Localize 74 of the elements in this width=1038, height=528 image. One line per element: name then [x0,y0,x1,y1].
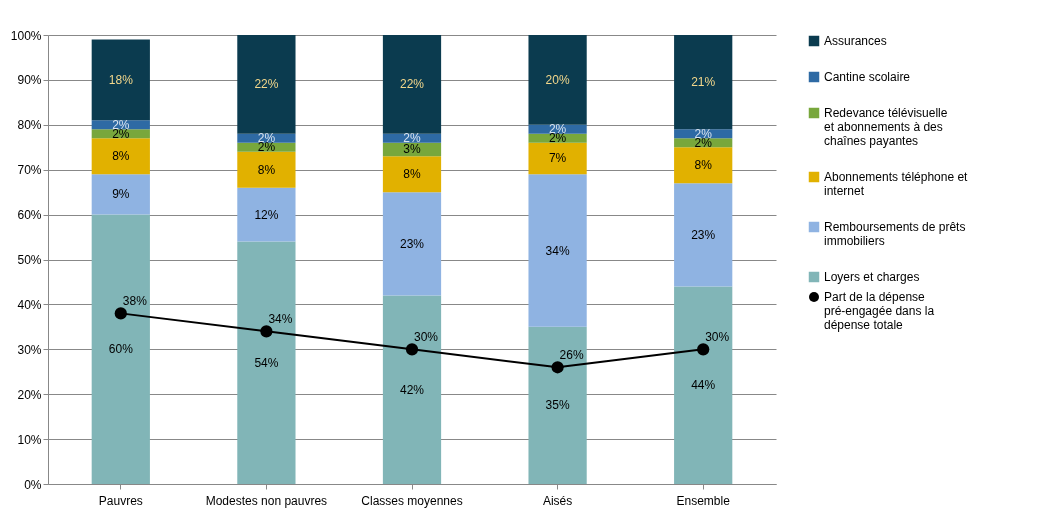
point [260,325,273,338]
bar [237,151,296,188]
bar [528,326,587,484]
bar [674,286,733,484]
y-tick-label: 10% [17,432,42,447]
y-tick-label: 20% [17,387,42,402]
point [551,361,564,374]
bar [237,35,296,134]
data-label: 35% [545,398,570,413]
bar [528,35,587,125]
data-label: 8% [403,167,421,182]
data-label: 23% [399,236,425,251]
data-label: 8% [694,158,713,173]
bar [382,156,442,193]
data-label: 21% [691,75,716,90]
data-label: 18% [108,72,134,87]
legend-label: Loyers et charges [824,270,920,284]
bar [382,295,442,484]
data-label: 34% [268,312,293,327]
data-label: 26% [559,348,584,363]
x-tick-label: Modestes non pauvres [205,493,328,508]
data-label: 30% [413,330,439,345]
y-tick-label: 30% [17,342,42,357]
y-tick-label: 80% [17,118,42,133]
legend-label: Assurances [824,34,887,48]
y-tick-label: 0% [24,477,42,492]
point [114,307,127,320]
bar [237,187,296,242]
x-tick-label: Classes moyennes [361,493,463,508]
bar [91,214,150,484]
data-label: 30% [705,330,730,345]
bar [674,183,733,287]
data-label: 42% [399,382,425,397]
data-label: 7% [548,151,567,166]
data-label: 54% [254,355,279,370]
legend-label: Redevance télévisuelle et abonnements à des chaînes payantes [824,106,948,148]
x-tick-label: Pauvres [98,493,143,508]
bar [237,241,296,484]
y-tick-label: 90% [17,73,42,88]
x-tick-label: Ensemble [676,493,731,508]
data-label: 9% [112,187,130,202]
y-tick-label: 50% [17,253,42,267]
legend-label: Remboursements de prêts immobiliers [824,220,966,248]
legend-label: Cantine scolaire [824,70,911,84]
y-tick-label: 100% [10,28,42,43]
point [405,343,419,356]
data-label: 23% [691,227,716,242]
data-label: 60% [108,342,134,357]
bar [91,138,150,175]
data-label: 22% [399,77,425,92]
data-label: 22% [254,77,279,92]
bar [382,192,442,296]
data-label: 8% [112,149,130,164]
y-tick-label: 70% [17,163,42,178]
legend-label: Abonnements téléphone et internet [824,170,969,198]
bar [528,142,587,175]
bar [674,147,733,184]
data-label: 8% [257,162,276,177]
point [697,343,710,356]
y-tick-label: 40% [17,297,42,312]
data-label: 12% [254,207,279,222]
data-label: 44% [691,378,716,393]
bar [382,35,442,134]
x-tick-label: Aisés [542,493,573,508]
bar [91,39,150,121]
bar [674,35,733,130]
data-label: 34% [545,243,570,258]
data-label: 20% [545,72,570,87]
bar [528,174,587,327]
y-tick-label: 60% [17,208,42,223]
legend-label: Part de la dépense pré-engagée dans la dépense totale [824,290,935,332]
data-label: 38% [122,294,148,309]
bar [91,174,150,215]
data-label: 3% [403,142,421,157]
